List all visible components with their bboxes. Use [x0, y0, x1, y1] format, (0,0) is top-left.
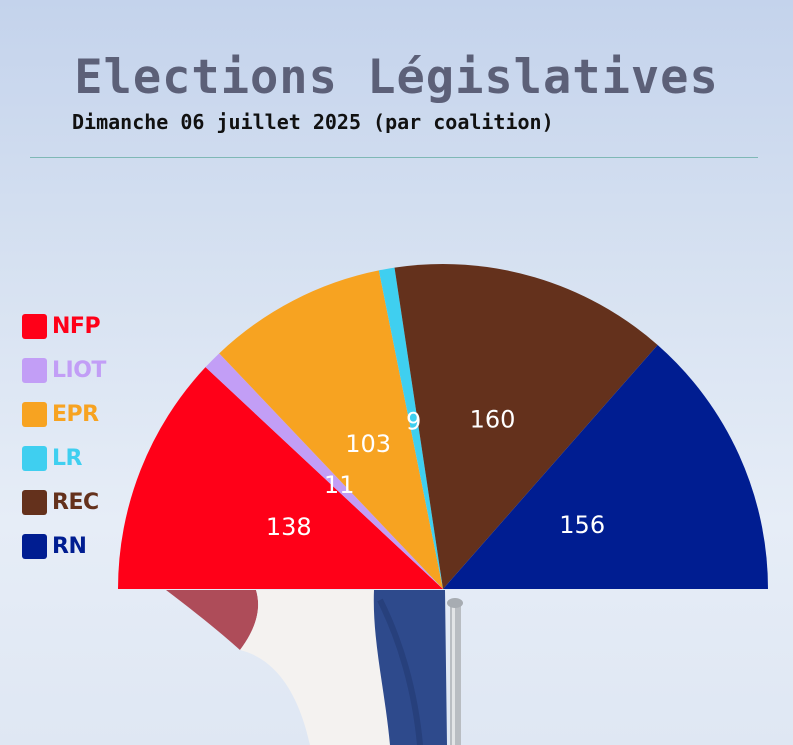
data-label-epr: 103	[345, 430, 391, 458]
legend-label: EPR	[52, 401, 99, 427]
legend-label: REC	[52, 489, 99, 515]
data-label-rec: 160	[470, 406, 516, 434]
chart-subtitle: Dimanche 06 juillet 2025 (par coalition)	[72, 110, 554, 134]
data-label-liot: 11	[324, 471, 355, 499]
data-label-lr: 9	[406, 408, 421, 436]
slice-rn	[443, 344, 769, 589]
chart-title: Elections Législatives	[74, 50, 719, 105]
legend-swatch	[22, 533, 47, 559]
legend-item-rn: RN	[22, 524, 106, 568]
legend-item-lr: LR	[22, 436, 106, 480]
legend-label: RN	[52, 533, 87, 559]
slice-nfp	[118, 367, 443, 589]
legend-item-epr: EPR	[22, 392, 106, 436]
slice-lr	[378, 267, 443, 589]
legend-swatch	[22, 445, 47, 471]
flag-image	[166, 590, 463, 745]
title-divider	[30, 157, 758, 158]
legend-label: NFP	[52, 313, 101, 339]
legend-item-liot: LIOT	[22, 348, 106, 392]
slice-liot	[205, 353, 443, 589]
legend-label: LR	[52, 445, 82, 471]
legend-item-rec: REC	[22, 480, 106, 524]
legend-item-nfp: NFP	[22, 304, 106, 348]
chart-legend: NFP LIOT EPR LR REC RN	[22, 304, 106, 568]
data-label-rn: 156	[559, 511, 605, 539]
legend-swatch	[22, 313, 47, 339]
legend-swatch	[22, 401, 47, 427]
slice-rec	[394, 264, 658, 589]
data-label-nfp: 138	[266, 513, 312, 541]
legend-swatch	[22, 357, 47, 383]
legend-swatch	[22, 489, 47, 515]
legend-label: LIOT	[52, 357, 106, 383]
slice-epr	[219, 270, 443, 589]
